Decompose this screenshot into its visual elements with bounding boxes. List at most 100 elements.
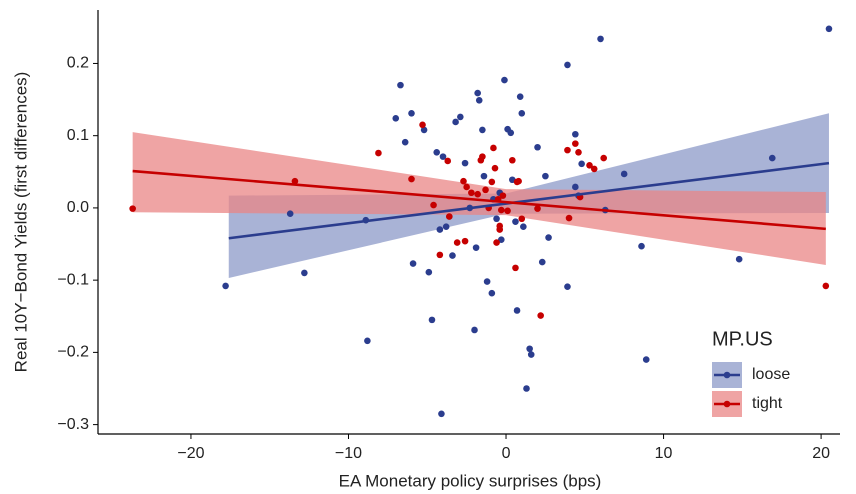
data-point — [436, 251, 444, 259]
data-point — [523, 385, 530, 392]
x-tick-label: −10 — [335, 445, 362, 462]
data-point — [512, 264, 519, 272]
y-tick-label: 0.0 — [67, 199, 89, 216]
data-point — [420, 126, 428, 134]
data-point — [488, 289, 496, 297]
data-point — [452, 118, 459, 126]
data-point — [620, 170, 628, 178]
data-point — [499, 192, 507, 199]
data-point — [453, 239, 461, 246]
data-point — [538, 258, 546, 266]
legend-label: tight — [752, 395, 783, 412]
data-point — [425, 268, 433, 276]
data-point — [479, 126, 486, 134]
data-point — [590, 165, 598, 173]
data-point — [597, 35, 604, 43]
y-tick-label: 0.2 — [67, 55, 89, 72]
data-point — [446, 213, 453, 220]
data-point — [490, 144, 497, 152]
data-point — [291, 177, 299, 185]
legend-label: loose — [752, 366, 790, 383]
data-point — [408, 175, 415, 183]
data-point — [565, 214, 573, 222]
data-point — [564, 61, 571, 69]
data-point — [572, 130, 579, 138]
data-point — [472, 244, 480, 251]
confidence-band — [132, 132, 826, 265]
legend-key-point — [723, 371, 731, 379]
data-point — [436, 226, 444, 233]
data-point — [534, 205, 541, 212]
data-point — [735, 255, 743, 263]
data-point — [564, 283, 571, 290]
data-point — [822, 282, 830, 290]
data-point — [493, 215, 500, 223]
data-point — [483, 278, 491, 285]
data-point — [825, 25, 833, 33]
data-point — [442, 223, 450, 230]
data-point — [542, 172, 549, 180]
data-point — [401, 138, 409, 146]
x-tick-label: −20 — [177, 445, 204, 462]
legend-title: MP.US — [712, 328, 773, 350]
data-point — [463, 183, 470, 191]
regression-line — [132, 169, 826, 231]
data-point — [586, 161, 593, 169]
data-point — [501, 76, 508, 84]
data-point — [488, 178, 496, 186]
data-point — [392, 115, 400, 122]
data-point — [527, 351, 535, 358]
data-point — [545, 234, 552, 241]
data-point — [497, 206, 505, 214]
data-point — [409, 260, 417, 267]
data-point — [408, 109, 415, 117]
data-point — [526, 345, 533, 353]
data-point — [512, 218, 519, 225]
data-point — [301, 269, 308, 277]
data-point — [444, 157, 452, 165]
data-point — [286, 210, 294, 217]
y-tick-label: −0.1 — [57, 271, 89, 288]
data-point — [496, 226, 504, 233]
data-point — [507, 129, 515, 137]
data-point — [638, 242, 645, 250]
data-point — [461, 237, 469, 245]
data-point — [578, 160, 585, 168]
data-point — [479, 153, 486, 160]
data-point — [518, 109, 526, 117]
data-point — [471, 326, 478, 334]
data-point — [497, 236, 505, 243]
data-point — [534, 143, 541, 151]
data-point — [600, 154, 607, 162]
data-point — [364, 337, 371, 345]
data-point — [516, 93, 524, 100]
data-point — [474, 89, 481, 97]
data-point — [433, 148, 441, 156]
data-point — [513, 307, 521, 314]
data-point — [509, 156, 516, 164]
data-point — [460, 177, 467, 185]
data-point — [768, 154, 776, 162]
data-point — [515, 177, 522, 185]
y-tick-label: −0.3 — [57, 416, 89, 433]
data-point — [438, 410, 445, 418]
data-point — [397, 81, 404, 89]
x-tick-label: 10 — [655, 445, 673, 462]
data-point — [642, 356, 650, 363]
x-axis-label: EA Monetary policy surprises (bps) — [339, 471, 602, 490]
plot-area — [129, 25, 833, 418]
data-point — [474, 190, 481, 198]
data-point — [520, 223, 527, 230]
data-point — [419, 121, 426, 129]
data-point — [491, 164, 499, 172]
data-point — [480, 172, 488, 180]
y-tick-label: 0.1 — [67, 127, 89, 144]
data-point — [537, 312, 544, 319]
data-point — [572, 183, 579, 191]
data-point — [564, 146, 571, 154]
data-point — [518, 215, 526, 223]
y-tick-label: −0.2 — [57, 344, 89, 361]
data-point — [468, 189, 475, 197]
